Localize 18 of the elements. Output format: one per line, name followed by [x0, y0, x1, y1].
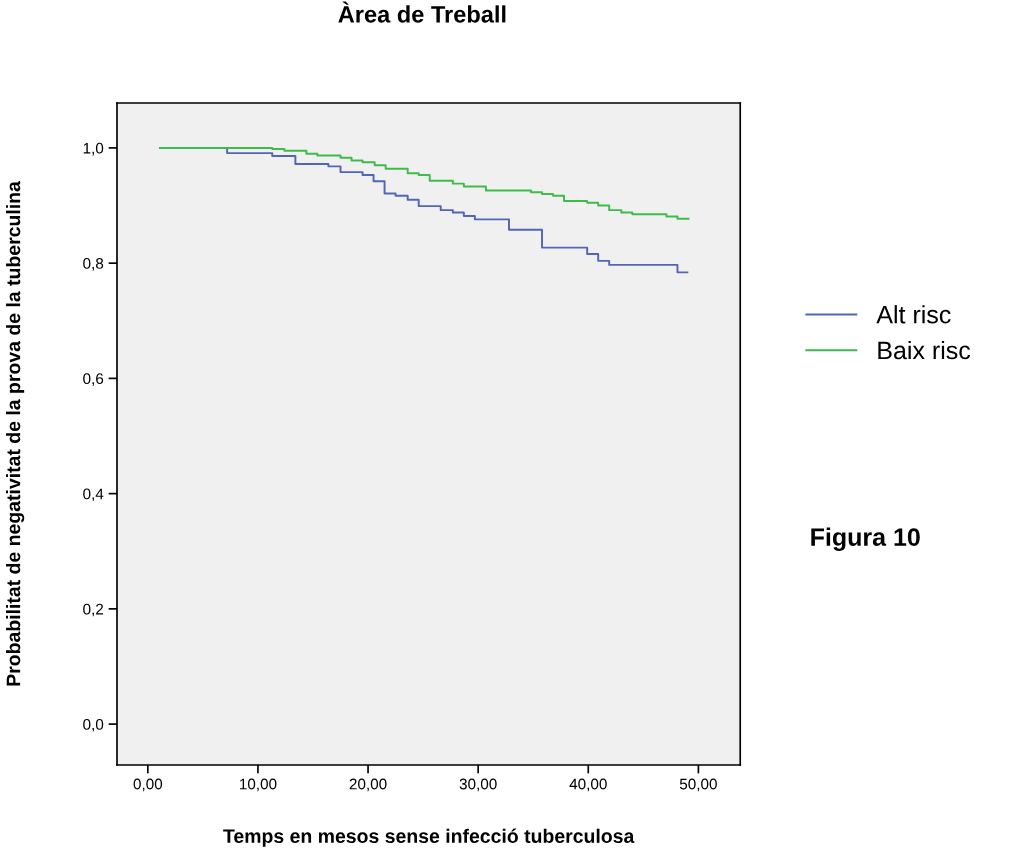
y-axis-title: Probabilitat de negativitat de la prova de la tuberculina [6, 181, 25, 686]
x-tick-label: 10,00 [240, 778, 277, 792]
x-tick-label: 0,00 [133, 778, 163, 792]
text: Figura 10 [811, 527, 920, 551]
legend-label: Baix risc [878, 340, 971, 360]
y-tick-label: 1,0 [83, 142, 104, 156]
x-tick-label: 30,00 [459, 778, 497, 792]
y-tick-label: 0,2 [83, 603, 104, 617]
chart-title: Àrea de Treball [338, 1, 506, 23]
y-tick-label: 0,4 [83, 488, 104, 502]
y-tick-label: 0,6 [83, 373, 104, 386]
y-tick-label: 0,0 [83, 718, 104, 732]
x-tick-label: 20,00 [349, 778, 387, 792]
x-axis-title: Temps en mesos sense infecció tuberculosa [223, 828, 635, 847]
x-tick-label: 50,00 [679, 778, 717, 792]
legend-label: Alt risc [876, 305, 951, 324]
x-tick-label: 40,00 [569, 778, 607, 792]
y-tick-label: 0,8 [83, 258, 104, 271]
